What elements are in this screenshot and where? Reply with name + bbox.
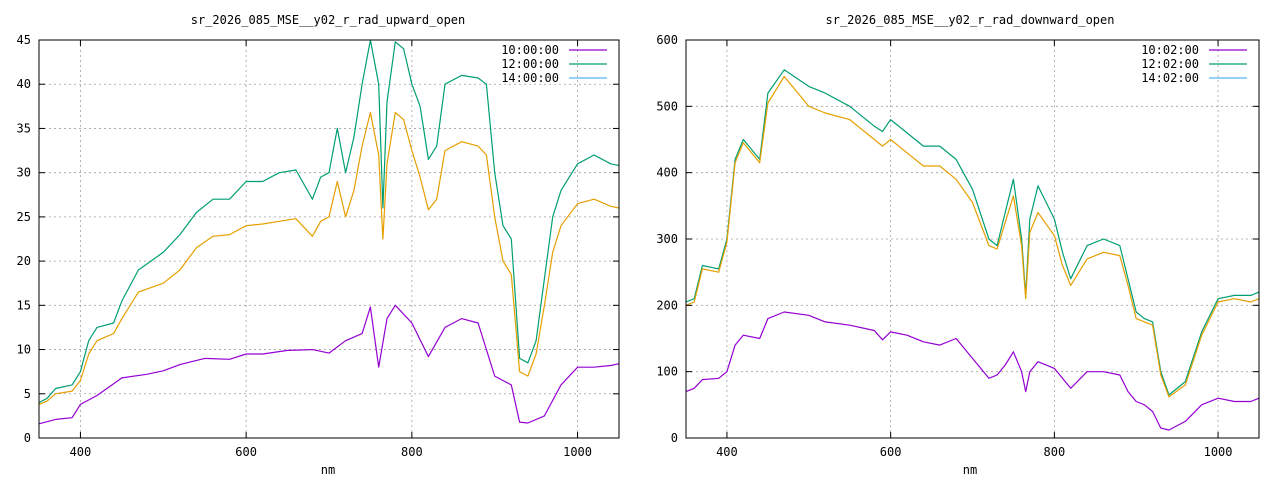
x-tick-label: 800	[401, 445, 423, 459]
y-tick-label: 15	[17, 298, 31, 312]
series-line-1	[38, 304, 620, 425]
y-tick-label: 40	[17, 77, 31, 91]
x-tick-label: 800	[1044, 445, 1066, 459]
x-axis-label: nm	[963, 463, 977, 477]
plot-frame	[38, 39, 620, 439]
y-tick-label: 5	[24, 387, 31, 401]
x-tick-label: 1000	[1204, 445, 1233, 459]
legend-label: 14:00:00	[501, 71, 559, 85]
legend-label: 10:02:00	[1141, 43, 1199, 57]
series-line-2	[685, 69, 1260, 396]
x-axis-label: nm	[321, 463, 335, 477]
series-line-1	[685, 311, 1260, 431]
x-tick-label: 1000	[563, 445, 592, 459]
y-tick-label: 100	[656, 365, 678, 379]
y-tick-label: 10	[17, 343, 31, 357]
legend-label: 12:00:00	[501, 57, 559, 71]
chart-title: sr_2026_085_MSE__y02_r_rad_upward_open	[191, 13, 466, 27]
legend-label: 12:02:00	[1141, 57, 1199, 71]
x-tick-label: 400	[716, 445, 738, 459]
y-tick-label: 0	[24, 431, 31, 445]
y-tick-label: 0	[671, 431, 678, 445]
series-line-3	[38, 111, 620, 405]
y-tick-label: 600	[656, 33, 678, 47]
legend-label: 14:02:00	[1141, 71, 1199, 85]
legend-label: 10:00:00	[501, 43, 559, 57]
y-tick-label: 300	[656, 232, 678, 246]
y-tick-label: 400	[656, 166, 678, 180]
y-tick-label: 500	[656, 99, 678, 113]
x-tick-label: 600	[235, 445, 257, 459]
y-tick-label: 35	[17, 121, 31, 135]
chart-title: sr_2026_085_MSE__y02_r_rad_downward_open	[826, 13, 1115, 27]
y-tick-label: 200	[656, 298, 678, 312]
y-tick-label: 20	[17, 254, 31, 268]
x-tick-label: 600	[880, 445, 902, 459]
y-tick-label: 30	[17, 166, 31, 180]
chart-upward: sr_2026_085_MSE__y02_r_rad_upward_open n…	[17, 13, 620, 477]
x-tick-label: 400	[70, 445, 92, 459]
y-tick-label: 45	[17, 33, 31, 47]
series-line-3	[685, 75, 1260, 398]
y-tick-label: 25	[17, 210, 31, 224]
chart-downward: sr_2026_085_MSE__y02_r_rad_downward_open…	[656, 13, 1260, 477]
series-line-2	[38, 39, 620, 404]
